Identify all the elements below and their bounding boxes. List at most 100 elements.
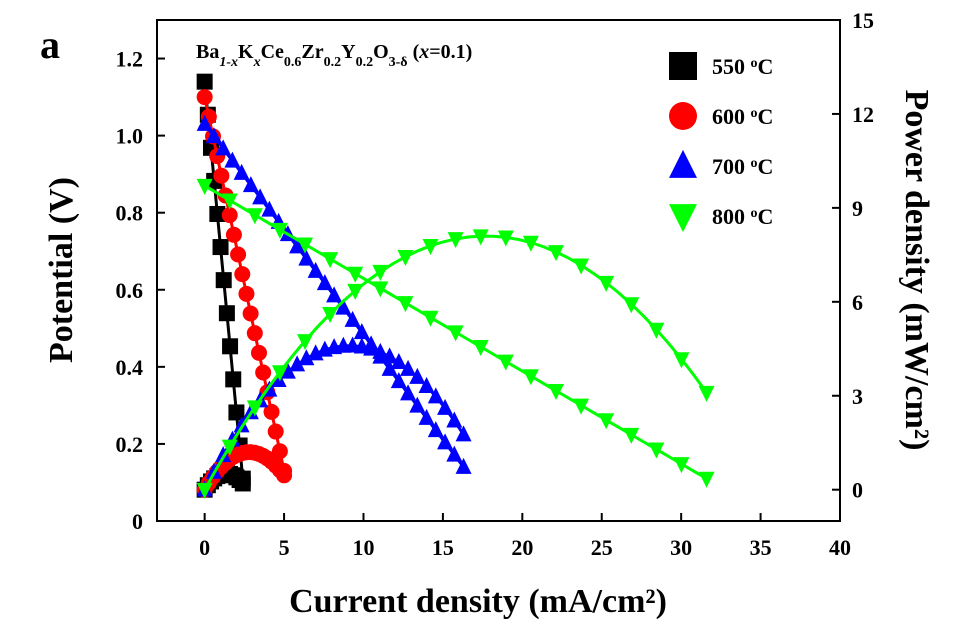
power-point-700: [427, 387, 444, 404]
power-point-800: [397, 249, 414, 266]
legend-marker-550: [669, 52, 697, 80]
iv-point-600: [250, 344, 267, 361]
formula-sub6: 3-δ: [389, 55, 408, 70]
y2-tick-label: 9: [852, 196, 863, 221]
iv-point-600: [230, 246, 247, 263]
iv-point-700: [446, 445, 463, 462]
iv-point-600: [221, 207, 238, 224]
formula-zr: Zr: [301, 41, 323, 63]
power-point-800: [246, 400, 263, 417]
formula-y: Y: [341, 41, 356, 63]
x-axis-ticks: 0 5 10 15 20 25 30 35 40: [199, 513, 851, 560]
iv-point-800: [221, 193, 238, 210]
power-point-700: [372, 342, 389, 359]
iv-point-800: [447, 325, 464, 342]
power-point-800: [623, 297, 640, 314]
power-point-800: [573, 258, 590, 275]
series-550: [196, 73, 251, 498]
power-point-700: [400, 359, 417, 376]
power-point-800: [221, 439, 238, 456]
iv-point-600: [263, 403, 280, 420]
y2-axis-title: Power density (mW/cm²): [898, 90, 935, 451]
iv-point-550: [215, 272, 232, 289]
iv-point-550: [212, 239, 229, 256]
y-tick-label: 0.2: [116, 432, 144, 457]
iv-point-800: [246, 208, 263, 225]
iv-point-700: [381, 359, 398, 376]
iv-point-800: [547, 383, 564, 400]
formula-sub1: 1-x: [219, 55, 238, 70]
iv-point-700: [455, 457, 472, 474]
power-point-800: [422, 239, 439, 256]
power-point-700: [363, 339, 380, 356]
iv-point-700: [335, 298, 352, 315]
y-tick-label: 1.0: [116, 124, 144, 149]
iv-point-800: [422, 310, 439, 327]
iv-point-800: [698, 471, 715, 488]
composition-formula: Ba1-xKxCe0.6Zr0.2Y0.2O3-δ (x=0.1): [196, 41, 472, 70]
iv-point-800: [322, 252, 339, 269]
series-800: [196, 178, 715, 499]
iv-point-700: [418, 408, 435, 425]
formula-paren: (: [408, 41, 420, 63]
formula-o: O: [373, 41, 389, 63]
iv-point-700: [437, 433, 454, 450]
x-tick-label: 30: [670, 535, 692, 560]
iv-point-700: [390, 372, 407, 389]
y-axis-ticks: 0 0.2 0.4 0.6 0.8 1.0 1.2: [116, 47, 165, 534]
power-point-700: [418, 377, 435, 394]
iv-point-600: [242, 305, 259, 322]
iv-point-700: [261, 200, 278, 217]
x-tick-label: 0: [199, 535, 210, 560]
iv-point-800: [297, 237, 314, 254]
power-point-800: [648, 322, 665, 339]
y2-tick-label: 6: [852, 290, 863, 315]
legend-marker-600: [669, 102, 697, 130]
y-tick-label: 0.6: [116, 278, 144, 303]
y-tick-label: 0.4: [116, 355, 144, 380]
formula-sub4: 0.2: [324, 55, 342, 70]
iv-point-600: [213, 167, 230, 184]
power-point-700: [279, 362, 296, 379]
iv-point-700: [224, 151, 241, 168]
formula-ba: Ba: [196, 41, 219, 63]
iv-point-550: [218, 305, 235, 322]
iv-point-800: [522, 369, 539, 386]
iv-point-550: [196, 73, 213, 90]
power-point-700: [446, 411, 463, 428]
x-tick-label: 20: [511, 535, 533, 560]
iv-point-600: [238, 285, 255, 302]
iv-point-700: [233, 163, 250, 180]
formula-ce: Ce: [261, 41, 284, 63]
iv-point-700: [298, 249, 315, 266]
iv-point-700: [316, 274, 333, 291]
formula-value: =0.1): [429, 41, 472, 63]
iv-point-800: [271, 222, 288, 239]
iv-point-700: [344, 310, 361, 327]
power-point-800: [522, 235, 539, 252]
power-point-800: [447, 232, 464, 249]
power-point-800: [322, 306, 339, 323]
x-tick-label: 15: [432, 535, 454, 560]
x-tick-label: 35: [750, 535, 772, 560]
plot-frame: [156, 19, 841, 522]
iv-point-800: [497, 354, 514, 371]
iv-point-700: [307, 261, 324, 278]
power-point-700: [298, 349, 315, 366]
iv-point-550: [228, 404, 245, 421]
power-point-800: [497, 230, 514, 247]
iv-point-700: [205, 127, 222, 144]
x-tick-label: 40: [829, 535, 851, 560]
iv-point-700: [326, 286, 343, 303]
legend-label-800: 800 oC: [712, 204, 773, 229]
iv-point-700: [196, 114, 213, 131]
legend-label-600: 600 oC: [712, 104, 773, 129]
power-point-800: [598, 275, 615, 292]
power-point-800: [372, 264, 389, 281]
formula-sub5: 0.2: [356, 55, 374, 70]
iv-point-800: [598, 413, 615, 430]
iv-point-800: [196, 178, 213, 195]
iv-point-800: [573, 398, 590, 415]
